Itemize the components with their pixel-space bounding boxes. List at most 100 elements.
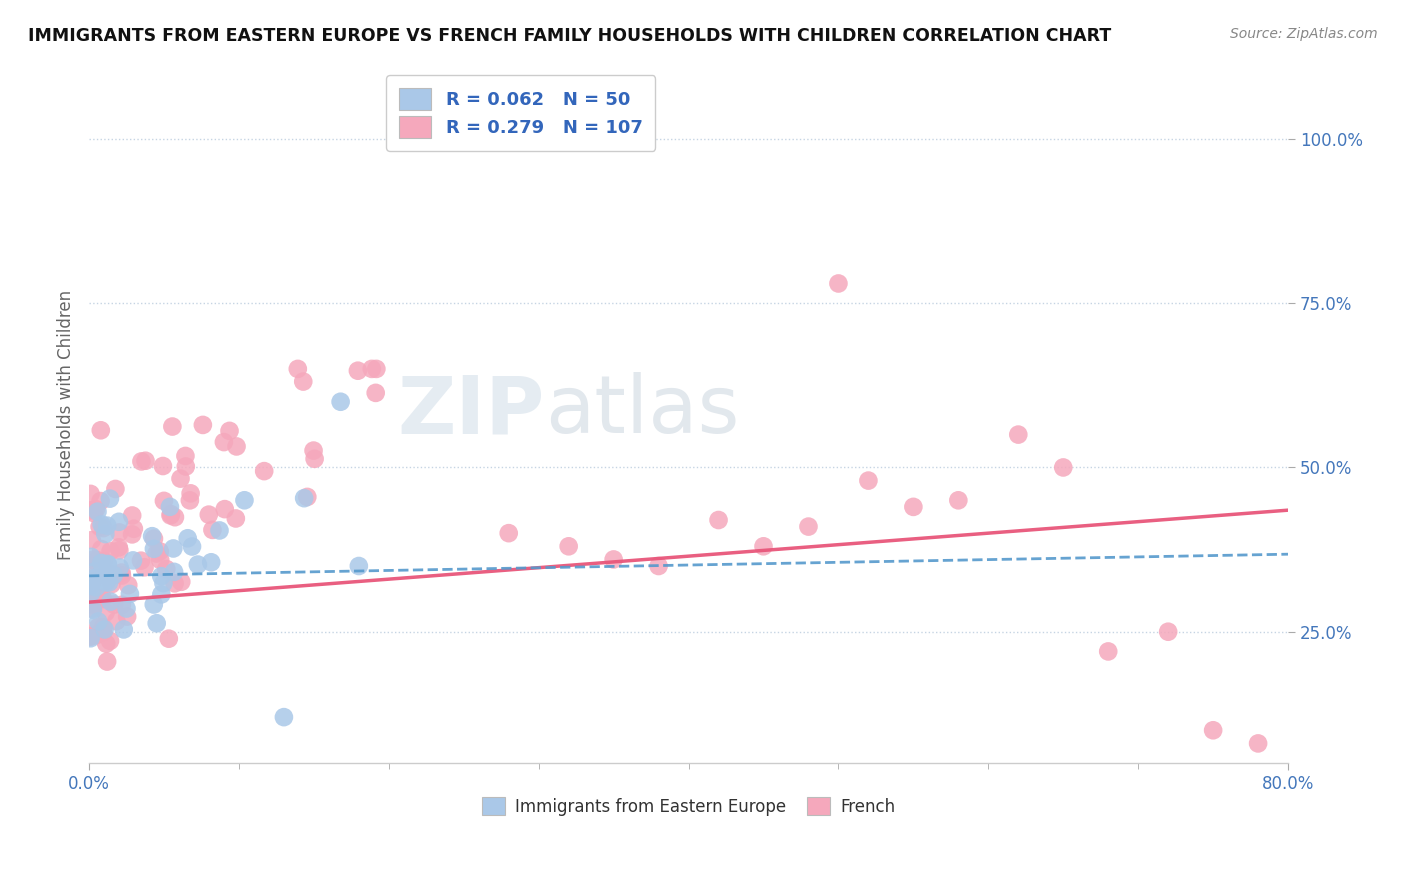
Point — [233, 493, 256, 508]
Point — [212, 435, 235, 450]
Point — [91, 591, 114, 605]
Point — [98, 633, 121, 648]
Point — [150, 569, 173, 583]
Point — [155, 562, 177, 576]
Point — [118, 587, 141, 601]
Point — [90, 592, 112, 607]
Point — [297, 490, 319, 504]
Point — [82, 506, 104, 520]
Point — [122, 553, 145, 567]
Point — [1007, 427, 1029, 442]
Point — [100, 544, 122, 558]
Point — [498, 526, 520, 541]
Point — [111, 598, 134, 612]
Point — [292, 491, 315, 506]
Point — [79, 632, 101, 646]
Point — [1247, 736, 1270, 750]
Point — [80, 549, 103, 564]
Point — [858, 474, 880, 488]
Point — [218, 424, 240, 438]
Point — [90, 542, 112, 557]
Point — [86, 591, 108, 605]
Point — [100, 594, 122, 608]
Point — [557, 539, 579, 553]
Point — [93, 521, 115, 535]
Point — [79, 630, 101, 644]
Point — [157, 632, 180, 646]
Point — [152, 576, 174, 591]
Point — [360, 362, 382, 376]
Point — [87, 620, 110, 634]
Point — [82, 603, 104, 617]
Point — [86, 505, 108, 519]
Point — [103, 568, 125, 582]
Point — [162, 419, 184, 434]
Point — [108, 525, 131, 540]
Point — [79, 503, 101, 517]
Point — [90, 494, 112, 508]
Point — [82, 574, 104, 588]
Point — [198, 508, 221, 522]
Point — [98, 491, 121, 506]
Point — [108, 543, 131, 558]
Point — [129, 554, 152, 568]
Point — [97, 558, 120, 572]
Point — [79, 487, 101, 501]
Text: IMMIGRANTS FROM EASTERN EUROPE VS FRENCH FAMILY HOUSEHOLDS WITH CHILDREN CORRELA: IMMIGRANTS FROM EASTERN EUROPE VS FRENCH… — [28, 27, 1111, 45]
Point — [142, 598, 165, 612]
Point — [82, 598, 104, 612]
Point — [647, 559, 669, 574]
Point — [84, 502, 107, 516]
Point — [163, 565, 186, 579]
Point — [225, 440, 247, 454]
Point — [108, 515, 131, 529]
Point — [170, 574, 193, 589]
Point — [797, 519, 820, 533]
Point — [180, 486, 202, 500]
Point — [100, 566, 122, 581]
Point — [117, 578, 139, 592]
Y-axis label: Family Households with Children: Family Households with Children — [58, 290, 75, 560]
Point — [121, 527, 143, 541]
Point — [162, 541, 184, 556]
Point — [364, 385, 387, 400]
Point — [90, 517, 112, 532]
Point — [134, 560, 156, 574]
Text: ZIP: ZIP — [398, 372, 544, 450]
Point — [107, 541, 129, 555]
Point — [201, 523, 224, 537]
Point — [84, 571, 107, 585]
Point — [181, 540, 204, 554]
Point — [86, 628, 108, 642]
Point — [287, 362, 309, 376]
Point — [104, 482, 127, 496]
Point — [329, 394, 352, 409]
Point — [143, 532, 166, 546]
Point — [177, 531, 200, 545]
Point — [100, 577, 122, 591]
Point — [145, 616, 167, 631]
Point — [366, 362, 388, 376]
Point — [84, 564, 107, 578]
Point — [149, 553, 172, 567]
Point — [96, 655, 118, 669]
Point — [214, 502, 236, 516]
Point — [115, 609, 138, 624]
Point — [1052, 460, 1074, 475]
Point — [304, 451, 326, 466]
Point — [903, 500, 925, 514]
Point — [93, 554, 115, 568]
Point — [131, 454, 153, 468]
Point — [208, 524, 231, 538]
Point — [163, 510, 186, 524]
Point — [159, 500, 181, 514]
Point — [200, 555, 222, 569]
Point — [84, 580, 107, 594]
Point — [707, 513, 730, 527]
Point — [948, 493, 970, 508]
Text: Source: ZipAtlas.com: Source: ZipAtlas.com — [1230, 27, 1378, 41]
Point — [225, 511, 247, 525]
Point — [94, 606, 117, 620]
Point — [150, 587, 173, 601]
Point — [89, 519, 111, 533]
